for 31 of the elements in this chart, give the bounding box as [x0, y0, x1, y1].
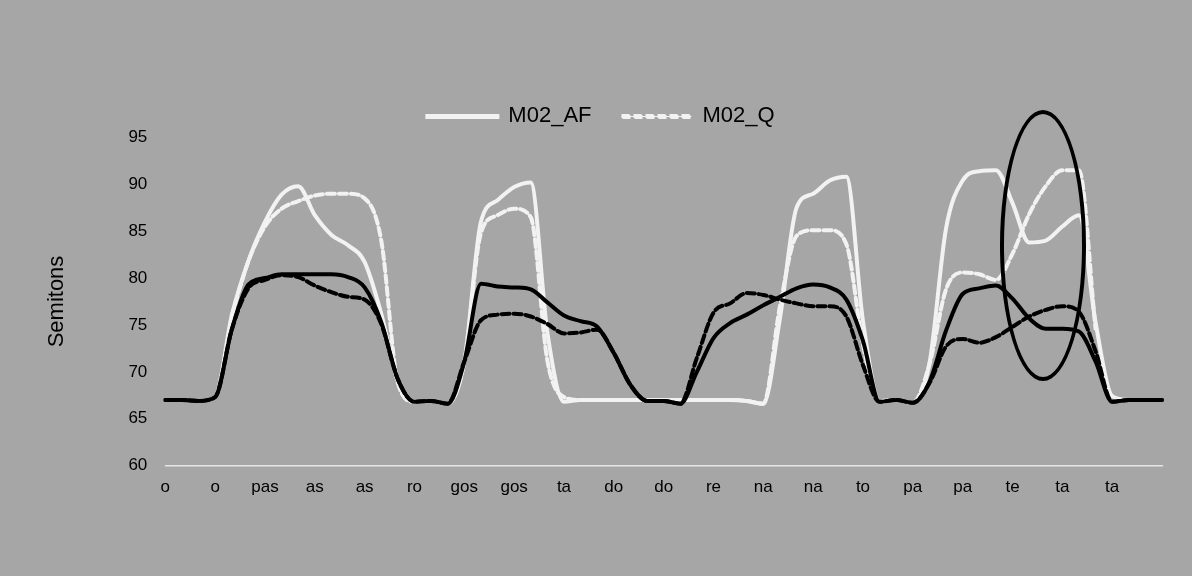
x-tick-label: to [855, 477, 871, 497]
y-tick-label: 65 [128, 408, 148, 428]
x-tick-label: ta [556, 477, 572, 497]
y-tick-label: 70 [128, 361, 148, 381]
y-axis-title: Semitons [43, 255, 69, 348]
y-tick-label: 95 [128, 127, 148, 147]
x-tick-label: as [305, 477, 324, 497]
legend-label: M02_AF [508, 102, 592, 128]
x-tick-label: o [160, 477, 171, 497]
x-tick-label: do [654, 477, 674, 497]
x-tick-label: o [210, 477, 220, 497]
y-tick-label: 90 [128, 173, 148, 193]
x-tick-label: pas [251, 477, 279, 497]
x-tick-label: pa [953, 477, 973, 497]
x-tick-label: ta [1055, 477, 1070, 497]
x-tick-label: re [705, 477, 722, 497]
x-tick-label: te [1005, 477, 1020, 497]
x-tick-label: gos [500, 477, 528, 497]
legend-label: M02_Q [702, 102, 775, 128]
x-tick-label: as [355, 477, 374, 497]
x-tick-label: pa [903, 477, 923, 497]
y-tick-label: 85 [128, 220, 148, 240]
y-tick-label: 75 [128, 314, 148, 334]
x-tick-label: na [753, 477, 774, 497]
x-tick-label: do [604, 477, 624, 497]
x-tick-label: gos [450, 477, 479, 497]
y-tick-label: 60 [128, 455, 148, 475]
y-tick-label: 80 [128, 267, 148, 287]
x-tick-label: ta [1105, 477, 1120, 497]
x-tick-label: ro [406, 477, 423, 497]
x-tick-label: na [803, 477, 824, 497]
